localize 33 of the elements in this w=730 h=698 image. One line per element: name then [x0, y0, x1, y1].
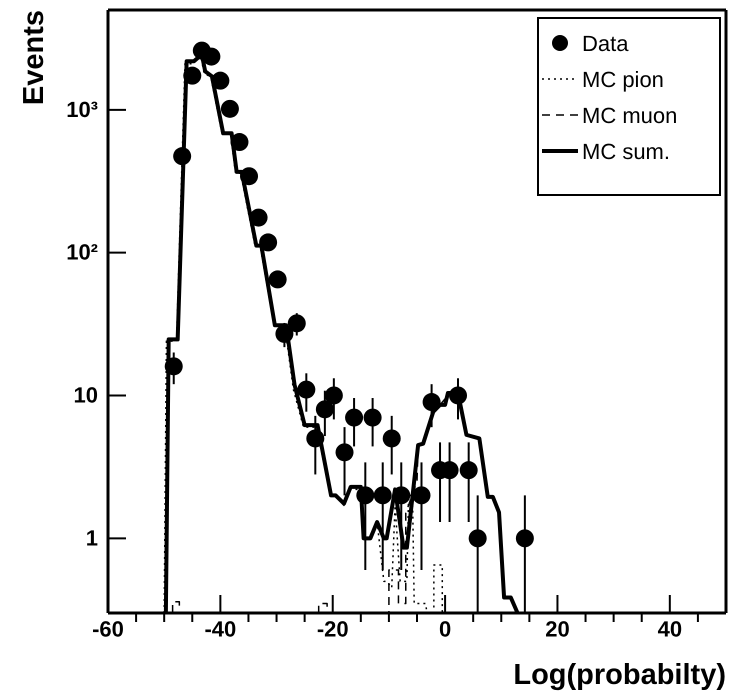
- point: [324, 386, 343, 404]
- point: [516, 529, 534, 548]
- point: [316, 400, 334, 418]
- point: [412, 486, 430, 504]
- y-tick-label: 10³: [66, 96, 98, 122]
- x-tick-label: 40: [658, 616, 682, 642]
- y-tick-label: 1: [86, 525, 98, 550]
- point: [288, 314, 306, 332]
- y-tick-label: 10²: [66, 240, 98, 265]
- x-tick-label: 20: [545, 616, 570, 642]
- point: [259, 233, 278, 252]
- point: [468, 529, 487, 548]
- point: [422, 393, 441, 412]
- legend-label: MC sum.: [582, 139, 670, 164]
- legend-label: MC pion: [582, 67, 664, 92]
- point: [268, 270, 287, 288]
- x-tick-label: 0: [438, 616, 452, 642]
- legend-label: Data: [582, 31, 630, 56]
- point: [374, 486, 392, 504]
- legend-label: MC muon: [582, 103, 678, 128]
- x-tick-label: -40: [204, 616, 236, 642]
- y-tick-label: 10: [74, 382, 98, 408]
- point: [336, 443, 354, 462]
- x-axis-title: Log(probabilty): [513, 659, 726, 691]
- point: [297, 380, 316, 399]
- point: [382, 429, 401, 448]
- x-tick-label: -20: [316, 616, 349, 642]
- point: [460, 461, 478, 480]
- point: [364, 408, 382, 427]
- point: [345, 408, 364, 427]
- point: [220, 100, 239, 118]
- x-tick-label: -60: [92, 616, 124, 642]
- y-axis-title: Events: [18, 10, 50, 106]
